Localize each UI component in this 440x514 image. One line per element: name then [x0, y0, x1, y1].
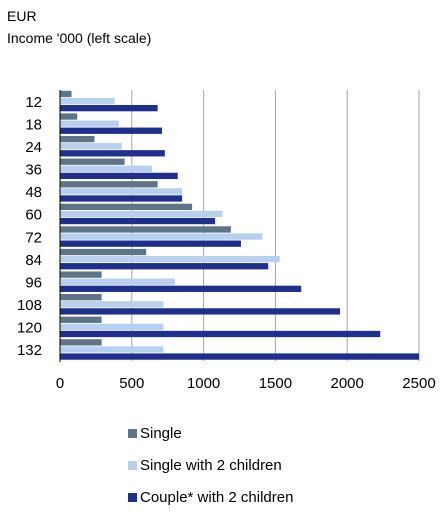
legend-swatch-single — [128, 428, 137, 438]
bar-single-with-2-children — [60, 323, 164, 331]
y-tick-label: 132 — [17, 342, 42, 359]
x-tick-label: 2000 — [331, 375, 364, 392]
y-tick-label: 18 — [25, 116, 42, 133]
bar-single-with-2-children — [60, 255, 280, 263]
legend-label-single: Single — [140, 425, 182, 442]
bar-single — [60, 113, 78, 120]
bar-single-with-2-children — [60, 346, 164, 353]
bar-couple-with-2-children — [60, 353, 419, 360]
x-tick-label: 1000 — [187, 375, 220, 392]
bar-chart: 0 500 1000 1500 2000 2500 12 18 24 36 48 60 72 84 96 10… — [17, 90, 436, 392]
x-tick-label: 500 — [119, 375, 144, 392]
legend-item-single: Single — [128, 418, 293, 450]
legend-item-couple-with-children: Couple* with 2 children — [128, 482, 293, 514]
bar-single — [60, 181, 158, 188]
bar-couple-with-2-children — [60, 330, 381, 338]
bar-couple-with-2-children — [60, 308, 341, 315]
bar-single-with-2-children — [60, 188, 183, 195]
bar-couple-with-2-children — [60, 195, 183, 202]
bar-single — [60, 135, 95, 143]
y-tick-label: 108 — [17, 297, 42, 314]
bar-single-with-2-children — [60, 301, 164, 308]
legend-swatch-couple-with-children — [128, 492, 137, 502]
currency-label: EUR — [7, 8, 37, 24]
bar-couple-with-2-children — [60, 127, 162, 134]
bar-couple-with-2-children — [60, 285, 302, 292]
x-tick-label: 2500 — [402, 375, 435, 392]
bar-single — [60, 203, 193, 211]
x-tick-label: 1500 — [259, 375, 292, 392]
bar-couple-with-2-children — [60, 217, 216, 225]
bar-couple-with-2-children — [60, 150, 165, 157]
y-tick-label: 72 — [25, 229, 42, 246]
y-tick-label: 24 — [25, 139, 42, 156]
bar-single — [60, 158, 125, 165]
bar-single — [60, 294, 102, 301]
bar-couple-with-2-children — [60, 172, 178, 180]
bar-single-with-2-children — [60, 143, 122, 150]
chart-subtitle: Income '000 (left scale) — [7, 30, 152, 46]
bar-single — [60, 316, 102, 323]
bar-couple-with-2-children — [60, 105, 158, 112]
x-tick-label: 0 — [56, 375, 64, 392]
y-tick-label: 36 — [25, 162, 42, 179]
bar-single-with-2-children — [60, 278, 175, 285]
legend-label-couple-with-children: Couple* with 2 children — [140, 489, 294, 506]
y-tick-label: 120 — [17, 320, 42, 337]
bar-couple-with-2-children — [60, 240, 241, 247]
bar-single-with-2-children — [60, 97, 115, 105]
bar-single — [60, 271, 102, 278]
chart-legend: Single Single with 2 children Couple* wi… — [128, 418, 293, 514]
y-tick-label: 12 — [25, 94, 42, 111]
bar-single — [60, 226, 231, 233]
bar-single — [60, 339, 102, 346]
bar-single — [60, 90, 72, 98]
y-tick-label: 48 — [25, 184, 42, 201]
bar-single-with-2-children — [60, 233, 263, 240]
bar-couple-with-2-children — [60, 263, 269, 270]
legend-swatch-single-with-children — [128, 460, 137, 470]
y-tick-label: 84 — [25, 252, 42, 269]
bar-single-with-2-children — [60, 210, 223, 218]
bar-single — [60, 248, 147, 256]
legend-label-single-with-children: Single with 2 children — [140, 457, 282, 474]
bar-single-with-2-children — [60, 165, 152, 172]
bar-single-with-2-children — [60, 120, 119, 127]
legend-item-single-with-children: Single with 2 children — [128, 450, 293, 482]
y-tick-label: 60 — [25, 207, 42, 224]
y-tick-label: 96 — [25, 274, 42, 291]
